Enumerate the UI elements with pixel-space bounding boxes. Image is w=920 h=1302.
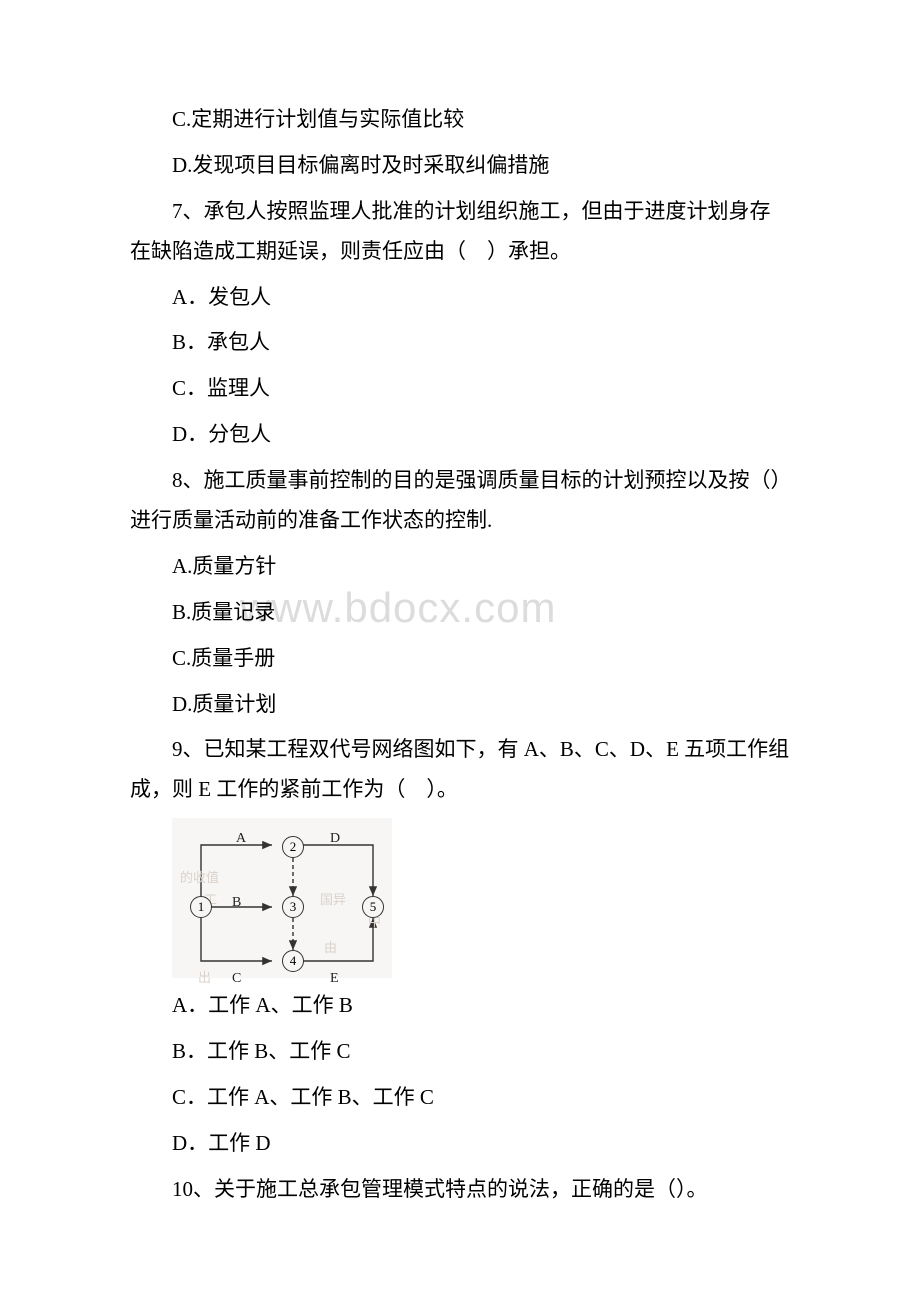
q8-option-b: B.质量记录 (130, 593, 790, 633)
q7-option-a: A．发包人 (130, 278, 790, 318)
diagram-edge-label: B (232, 890, 241, 917)
diagram-edge-label: D (330, 826, 340, 853)
q9-option-a: A．工作 A、工作 B (130, 986, 790, 1026)
q10-stem: 10、关于施工总承包管理模式特点的说法，正确的是（）。 (130, 1170, 790, 1210)
q8-option-d: D.质量计划 (130, 685, 790, 725)
diagram-bg-text: 国异 (320, 888, 346, 913)
q7-option-d: D．分包人 (130, 415, 790, 455)
q9-stem: 9、已知某工程双代号网络图如下，有 A、B、C、D、E 五项工作组成，则 E 工… (130, 730, 790, 810)
document-body: C.定期进行计划值与实际值比较 D.发现项目目标偏离时及时采取纠偏措施 7、承包… (130, 100, 790, 1210)
q8-option-a: A.质量方针 (130, 547, 790, 587)
diagram-edge-label: E (330, 966, 339, 993)
q7-option-b: B．承包人 (130, 323, 790, 363)
q8-stem: 8、施工质量事前控制的目的是强调质量目标的计划预控以及按（）进行质量活动前的准备… (130, 461, 790, 541)
q9-option-b: B．工作 B、工作 C (130, 1032, 790, 1072)
q9-option-d: D．工作 D (130, 1124, 790, 1164)
q6-option-d: D.发现项目目标偏离时及时采取纠偏措施 (130, 146, 790, 186)
q7-option-c: C．监理人 (130, 369, 790, 409)
q9-network-diagram: 的收值工国异中由出 12345 ABCDE (172, 818, 392, 978)
q7-stem: 7、承包人按照监理人批准的计划组织施工，但由于进度计划身存在缺陷造成工期延误，则… (130, 192, 790, 272)
diagram-edge-label: A (236, 826, 246, 853)
diagram-bg-text: 的收值 (180, 866, 219, 891)
diagram-edge-label: C (232, 966, 241, 993)
diagram-edge (201, 918, 272, 961)
diagram-bg-text: 出 (198, 966, 211, 991)
q9-option-c: C．工作 A、工作 B、工作 C (130, 1078, 790, 1118)
q6-option-c: C.定期进行计划值与实际值比较 (130, 100, 790, 140)
q8-option-c: C.质量手册 (130, 639, 790, 679)
diagram-bg-text: 由 (324, 936, 337, 961)
